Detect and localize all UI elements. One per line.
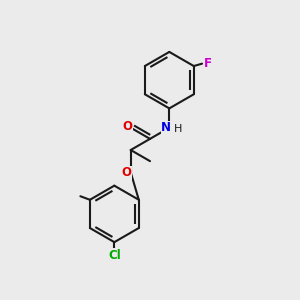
Text: O: O — [121, 167, 131, 179]
Text: H: H — [173, 124, 182, 134]
Text: O: O — [122, 120, 132, 133]
Text: Cl: Cl — [108, 249, 121, 262]
Text: N: N — [161, 121, 171, 134]
Text: F: F — [203, 57, 211, 70]
